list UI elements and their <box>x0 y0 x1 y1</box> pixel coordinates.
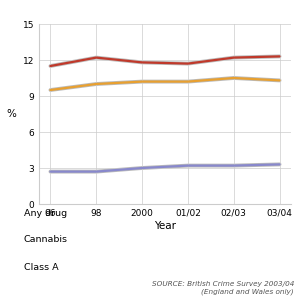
Text: Cannabis: Cannabis <box>24 236 68 244</box>
X-axis label: Year: Year <box>154 220 176 231</box>
Y-axis label: %: % <box>7 109 16 119</box>
Text: SOURCE: British Crime Survey 2003/04
(England and Wales only): SOURCE: British Crime Survey 2003/04 (En… <box>152 281 294 295</box>
Text: Any drug: Any drug <box>24 208 67 217</box>
Text: DRUG USE IN THE PAST YEAR: DRUG USE IN THE PAST YEAR <box>8 5 164 15</box>
Text: Class A: Class A <box>24 262 58 272</box>
